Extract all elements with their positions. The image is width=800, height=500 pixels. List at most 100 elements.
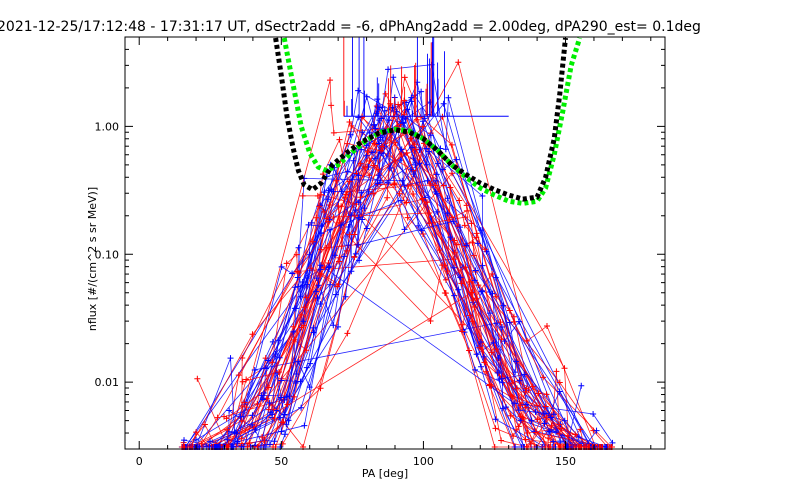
data-point-marker bbox=[317, 202, 324, 209]
data-point-marker bbox=[553, 368, 560, 375]
data-point-marker bbox=[444, 210, 451, 217]
data-point-marker bbox=[271, 438, 278, 445]
y-tick-label: 0.01 bbox=[95, 376, 120, 389]
data-point-marker bbox=[424, 177, 431, 184]
data-point-marker bbox=[404, 106, 411, 113]
data-point-marker bbox=[314, 192, 321, 199]
data-point-marker bbox=[313, 214, 320, 221]
data-point-marker bbox=[457, 224, 464, 231]
data-point-marker bbox=[515, 423, 522, 430]
data-point-marker bbox=[410, 155, 417, 162]
data-point-marker bbox=[548, 422, 555, 429]
data-point-marker bbox=[301, 304, 308, 311]
data-point-marker bbox=[495, 355, 502, 362]
data-point-marker bbox=[226, 407, 233, 414]
data-point-marker bbox=[364, 148, 371, 155]
data-point-marker bbox=[314, 294, 321, 301]
data-point-marker bbox=[444, 268, 451, 275]
data-point-marker bbox=[193, 429, 200, 436]
data-point-marker bbox=[370, 190, 377, 197]
measurement-trace bbox=[196, 64, 591, 448]
data-point-marker bbox=[249, 421, 256, 428]
data-point-marker bbox=[471, 304, 478, 311]
data-point-marker bbox=[281, 411, 288, 418]
data-point-marker bbox=[386, 117, 393, 124]
data-point-marker bbox=[243, 376, 250, 383]
data-point-marker bbox=[356, 257, 363, 264]
data-point-marker bbox=[294, 274, 301, 281]
data-point-marker bbox=[447, 234, 454, 241]
data-point-marker bbox=[269, 338, 276, 345]
data-point-marker bbox=[386, 165, 393, 172]
data-point-marker bbox=[318, 270, 325, 277]
data-point-marker bbox=[423, 145, 430, 152]
data-point-marker bbox=[271, 415, 278, 422]
data-point-marker bbox=[336, 254, 343, 261]
data-point-marker bbox=[266, 399, 273, 406]
data-point-marker bbox=[313, 275, 320, 282]
data-point-marker bbox=[553, 429, 560, 436]
data-point-marker bbox=[252, 426, 259, 433]
data-point-marker bbox=[399, 177, 406, 184]
data-point-marker bbox=[326, 202, 333, 209]
data-point-marker bbox=[375, 140, 382, 147]
data-point-marker bbox=[326, 263, 333, 270]
data-point-marker bbox=[434, 208, 441, 215]
data-point-marker bbox=[336, 136, 343, 143]
data-point-marker bbox=[363, 225, 370, 232]
data-point-marker bbox=[527, 440, 534, 447]
data-point-marker bbox=[278, 428, 285, 435]
data-point-marker bbox=[249, 412, 256, 419]
data-point-marker bbox=[338, 243, 345, 250]
data-point-marker bbox=[275, 368, 282, 375]
x-tick-label: 50 bbox=[274, 455, 288, 468]
data-point-marker bbox=[346, 178, 353, 185]
data-point-marker bbox=[396, 190, 403, 197]
data-point-marker bbox=[482, 368, 489, 375]
data-point-marker bbox=[342, 293, 349, 300]
data-point-marker bbox=[239, 378, 246, 385]
data-point-marker bbox=[231, 429, 238, 436]
data-point-marker bbox=[241, 399, 248, 406]
data-point-marker bbox=[317, 385, 324, 392]
data-point-marker bbox=[466, 312, 473, 319]
data-point-marker bbox=[354, 241, 361, 248]
data-point-marker bbox=[399, 114, 406, 121]
data-point-marker bbox=[471, 277, 478, 284]
model-curves-layer bbox=[273, 37, 583, 206]
data-point-marker bbox=[401, 74, 408, 81]
data-point-marker bbox=[466, 347, 473, 354]
data-point-marker bbox=[451, 249, 458, 256]
data-point-marker bbox=[239, 403, 246, 410]
data-point-marker bbox=[298, 324, 305, 331]
data-point-marker bbox=[352, 250, 359, 257]
data-point-marker bbox=[509, 393, 516, 400]
data-point-marker bbox=[457, 274, 464, 281]
data-point-marker bbox=[397, 157, 404, 164]
data-point-marker bbox=[469, 239, 476, 246]
data-point-marker bbox=[561, 417, 568, 424]
data-point-marker bbox=[468, 289, 475, 296]
data-point-marker bbox=[292, 379, 299, 386]
data-point-marker bbox=[259, 395, 266, 402]
data-point-marker bbox=[332, 291, 339, 298]
data-point-marker bbox=[303, 364, 310, 371]
data-point-marker bbox=[301, 422, 308, 429]
data-point-marker bbox=[474, 240, 481, 247]
data-point-marker bbox=[540, 410, 547, 417]
data-point-marker bbox=[365, 188, 372, 195]
data-point-marker bbox=[263, 365, 270, 372]
data-point-marker bbox=[368, 149, 375, 156]
data-point-marker bbox=[285, 417, 292, 424]
data-point-marker bbox=[239, 354, 246, 361]
data-point-marker bbox=[373, 141, 380, 148]
data-point-marker bbox=[419, 230, 426, 237]
data-point-marker bbox=[479, 287, 486, 294]
data-point-marker bbox=[335, 323, 342, 330]
data-point-marker bbox=[532, 409, 539, 416]
data-point-marker bbox=[453, 241, 460, 248]
data-point-marker bbox=[391, 180, 398, 187]
data-point-marker bbox=[473, 234, 480, 241]
data-point-marker bbox=[318, 191, 325, 198]
y-tick-label: 1.00 bbox=[95, 120, 120, 133]
